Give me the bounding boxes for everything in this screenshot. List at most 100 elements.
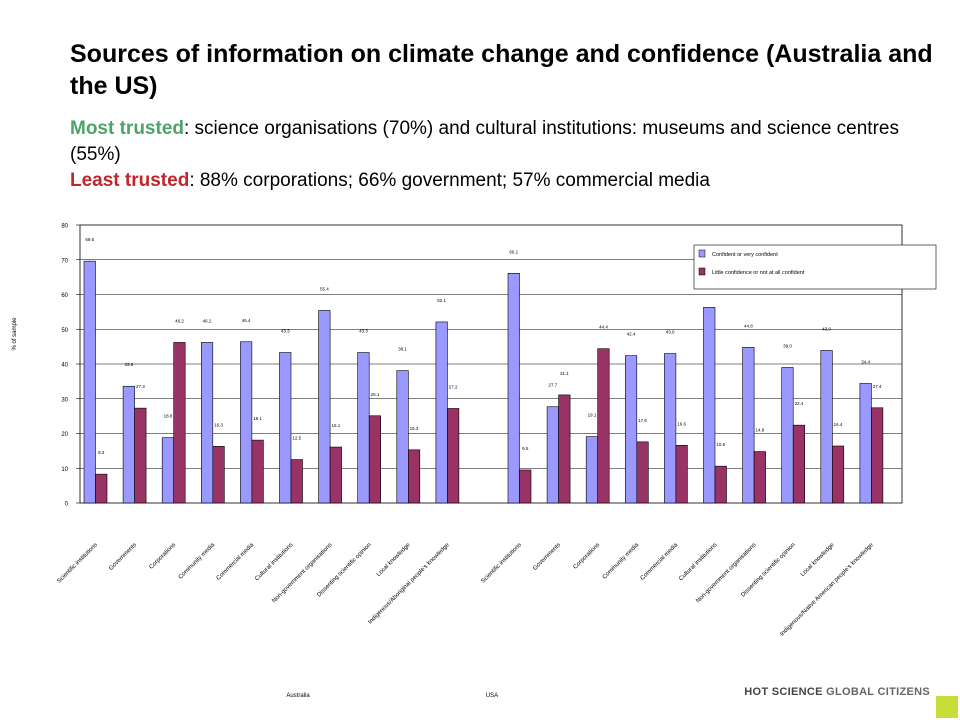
legend-entry: Little confidence or not at all confiden… bbox=[712, 270, 805, 276]
data-label-little: 25.1 bbox=[371, 392, 380, 397]
y-tick-label: 20 bbox=[61, 432, 68, 438]
bar-little bbox=[714, 465, 727, 504]
y-tick-label: 80 bbox=[61, 224, 68, 230]
data-label-little: 18.1 bbox=[253, 416, 262, 421]
bar-confident bbox=[820, 350, 833, 504]
data-label-little: 9.5 bbox=[522, 446, 529, 451]
bar-little bbox=[95, 473, 108, 504]
data-label-little: 31.1 bbox=[560, 371, 569, 376]
bar-confident bbox=[318, 310, 331, 504]
x-tick-label: Indigenous/Native American people's know… bbox=[779, 542, 875, 638]
data-label-confident: 39.0 bbox=[783, 343, 792, 348]
bar-confident bbox=[585, 436, 599, 504]
bar-confident bbox=[201, 342, 214, 504]
y-tick-label: 30 bbox=[61, 397, 68, 403]
bar-little bbox=[173, 342, 186, 504]
data-label-little: 22.4 bbox=[795, 401, 804, 406]
bar-little bbox=[519, 469, 532, 504]
x-tick-label: Community media bbox=[178, 542, 217, 581]
data-label-confident: 38.1 bbox=[398, 347, 407, 352]
x-tick-label: Community media bbox=[602, 542, 641, 581]
data-label-little: 16.4 bbox=[834, 422, 843, 427]
bar-confident bbox=[781, 367, 794, 504]
bar-confident bbox=[83, 260, 96, 504]
x-tick-label: Scientific institutions bbox=[480, 542, 522, 584]
most-trusted-label: Most trusted bbox=[70, 118, 184, 139]
y-tick-label: 70 bbox=[61, 258, 68, 264]
data-label-confident: 44.8 bbox=[744, 323, 753, 328]
most-trusted-line: Most trusted: science organisations (70%… bbox=[70, 116, 940, 168]
data-label-confident: 43.3 bbox=[281, 329, 290, 334]
bar-little bbox=[368, 415, 382, 504]
data-label-confident: 19.1 bbox=[588, 413, 597, 418]
data-label-confident: 27.7 bbox=[548, 383, 557, 388]
data-label-little: 27.2 bbox=[449, 384, 458, 389]
data-label-little: 16.6 bbox=[677, 421, 686, 426]
legend-swatch bbox=[698, 267, 706, 276]
bar-confident bbox=[279, 352, 292, 504]
group-label: Australia bbox=[286, 693, 310, 699]
x-tick-label: Cultural institutions bbox=[254, 542, 294, 582]
y-tick-label: 60 bbox=[61, 293, 68, 299]
data-label-little: 10.6 bbox=[716, 442, 725, 447]
brand-corner-block bbox=[936, 696, 958, 718]
bar-little bbox=[251, 439, 264, 504]
data-label-little: 27.4 bbox=[873, 384, 882, 389]
bar-little bbox=[290, 459, 303, 504]
data-label-confident: 43.0 bbox=[666, 330, 675, 335]
x-tick-label: Scientific institutions bbox=[56, 542, 98, 584]
legend-entry: Confident or very confident bbox=[712, 252, 778, 258]
y-tick-label: 50 bbox=[61, 328, 68, 334]
brand-part2: GLOBAL CITIZENS bbox=[822, 686, 930, 698]
y-tick-label: 40 bbox=[61, 363, 68, 369]
x-tick-label: Local knowledge bbox=[800, 542, 836, 578]
data-label-confident: 43.3 bbox=[359, 329, 368, 334]
data-label-confident: 33.6 bbox=[124, 362, 133, 367]
data-label-confident: 66.1 bbox=[509, 249, 518, 254]
data-label-little: 14.8 bbox=[755, 428, 764, 433]
x-tick-label: Governments bbox=[108, 542, 138, 572]
data-label-little: 27.3 bbox=[136, 384, 145, 389]
bar-confident bbox=[507, 273, 520, 504]
y-tick-label: 10 bbox=[61, 467, 68, 473]
brand-part1: HOT SCIENCE bbox=[744, 686, 823, 698]
bar-confident bbox=[664, 353, 677, 504]
bar-confident bbox=[357, 352, 370, 504]
bar-confident bbox=[240, 341, 253, 504]
data-label-confident: 42.4 bbox=[627, 332, 636, 337]
bar-little bbox=[792, 424, 806, 504]
legend-swatch bbox=[698, 249, 706, 258]
data-label-confident: 43.9 bbox=[822, 326, 831, 331]
bar-little bbox=[212, 446, 225, 504]
least-trusted-line: Least trusted: 88% corporations; 66% gov… bbox=[70, 168, 940, 194]
most-trusted-text: : science organisations (70%) and cultur… bbox=[70, 118, 899, 165]
brand-logo: HOT SCIENCE GLOBAL CITIZENS bbox=[744, 686, 930, 698]
bar-little bbox=[558, 394, 571, 504]
bar-confident bbox=[435, 321, 448, 504]
bar-little bbox=[636, 441, 649, 504]
data-label-confident: 18.8 bbox=[164, 414, 173, 419]
y-axis-title: % of sample bbox=[12, 317, 18, 351]
bar-little bbox=[447, 408, 460, 504]
bar-little bbox=[329, 446, 342, 504]
bar-confident bbox=[546, 406, 559, 504]
bar-chart: 0 10 20 30 40 50 60 70 80 % of sample 69.6 8.3 Scien… bbox=[12, 224, 937, 699]
data-label-confident: 69.6 bbox=[85, 237, 94, 242]
group-label: USA bbox=[486, 693, 498, 699]
bar-confident bbox=[624, 355, 638, 504]
data-label-little: 44.4 bbox=[599, 325, 608, 330]
bar-confident bbox=[122, 385, 135, 504]
data-label-little: 15.3 bbox=[410, 426, 419, 431]
x-tick-label: Cultural institutions bbox=[678, 542, 718, 582]
x-tick-label: Commercial media bbox=[216, 542, 256, 582]
x-tick-label: Commercial media bbox=[640, 542, 680, 582]
x-tick-label: Governments bbox=[532, 542, 562, 572]
x-tick-label: Local knowledge bbox=[376, 542, 412, 578]
data-label-little: 12.5 bbox=[292, 436, 301, 441]
data-label-confident: 55.4 bbox=[320, 286, 329, 291]
data-label-little: 16.3 bbox=[214, 422, 223, 427]
least-trusted-text: : 88% corporations; 66% government; 57% … bbox=[189, 170, 710, 191]
bar-confident bbox=[161, 437, 174, 504]
y-tick-label: 0 bbox=[65, 502, 69, 508]
bar-little bbox=[675, 445, 688, 504]
